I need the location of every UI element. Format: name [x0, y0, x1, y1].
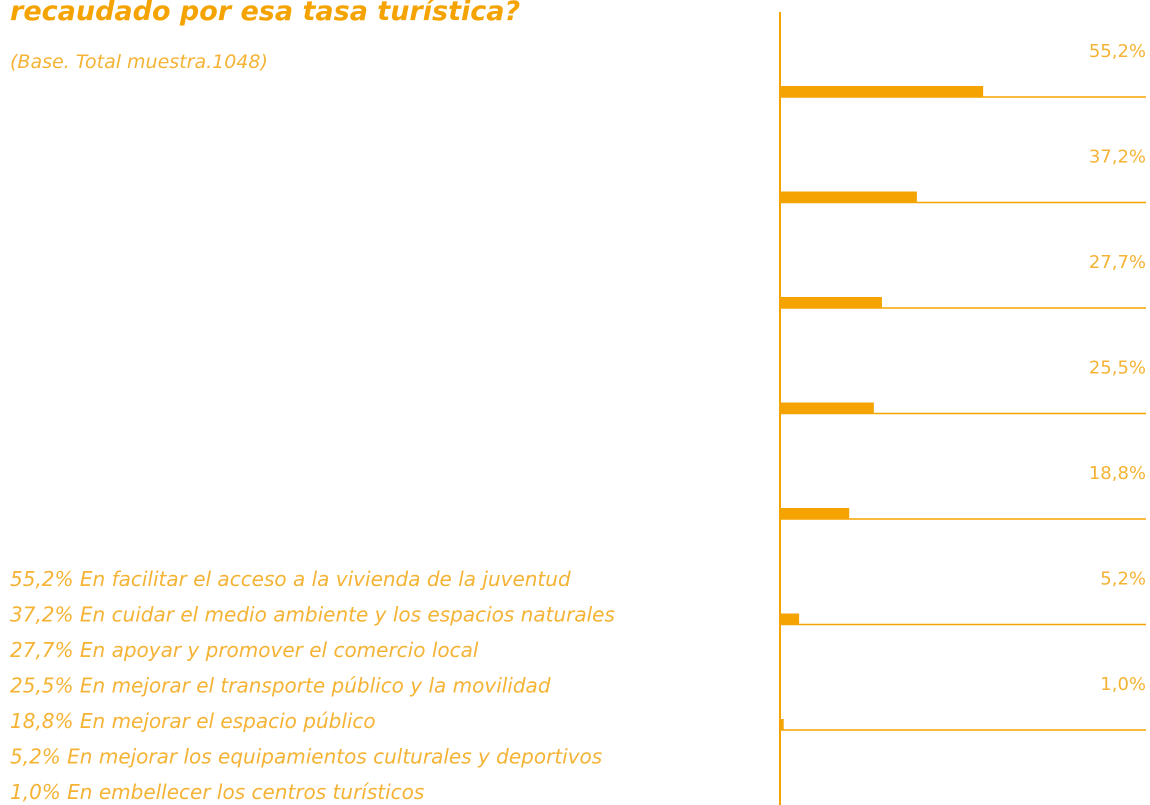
legend-category: En mejorar el espacio público [80, 709, 376, 733]
legend-category: En mejorar los equipamientos culturales … [67, 745, 602, 769]
legend-entry: 25,5% En mejorar el transporte público y… [10, 674, 551, 698]
legend-value: 37,2% [10, 603, 74, 627]
legend-entry: 55,2% En facilitar el acceso a la vivien… [10, 567, 571, 591]
value-label: 18,8% [1089, 463, 1146, 484]
bar [780, 508, 850, 519]
legend-value: 1,0% [10, 780, 61, 804]
bar [780, 297, 882, 308]
legend-value: 55,2% [10, 567, 74, 591]
bar [780, 86, 984, 97]
legend-category: En facilitar el acceso a la vivienda de … [80, 567, 571, 591]
chart-subtitle: (Base. Total muestra.1048) [10, 51, 268, 73]
legend-category: En cuidar el medio ambiente y los espaci… [80, 603, 615, 627]
value-label: 55,2% [1089, 41, 1146, 62]
legend-category: En apoyar y promover el comercio local [80, 638, 479, 662]
legend-value: 18,8% [10, 709, 74, 733]
legend-value: 5,2% [10, 745, 61, 769]
legend-entry: 5,2% En mejorar los equipamientos cultur… [10, 745, 602, 769]
legend-category: En embellecer los centros turísticos [67, 780, 424, 804]
value-label: 1,0% [1100, 674, 1146, 695]
bar [780, 402, 874, 414]
legend-entry: 18,8% En mejorar el espacio público [10, 709, 376, 733]
chart-title: recaudado por esa tasa turística? [10, 0, 520, 27]
legend-entry: 37,2% En cuidar el medio ambiente y los … [10, 603, 615, 627]
legend-category: En mejorar el transporte público y la mo… [80, 674, 551, 698]
legend-value: 27,7% [10, 638, 74, 662]
legend-entry: 1,0% En embellecer los centros turístico… [10, 780, 424, 804]
value-label: 37,2% [1089, 147, 1146, 168]
value-label: 27,7% [1089, 252, 1146, 273]
legend-value: 25,5% [10, 674, 74, 698]
legend-entry: 27,7% En apoyar y promover el comercio l… [10, 638, 479, 662]
bar [780, 191, 917, 203]
value-label: 5,2% [1100, 569, 1146, 590]
value-label: 25,5% [1089, 358, 1146, 379]
bar [780, 719, 784, 730]
bar [780, 613, 800, 625]
